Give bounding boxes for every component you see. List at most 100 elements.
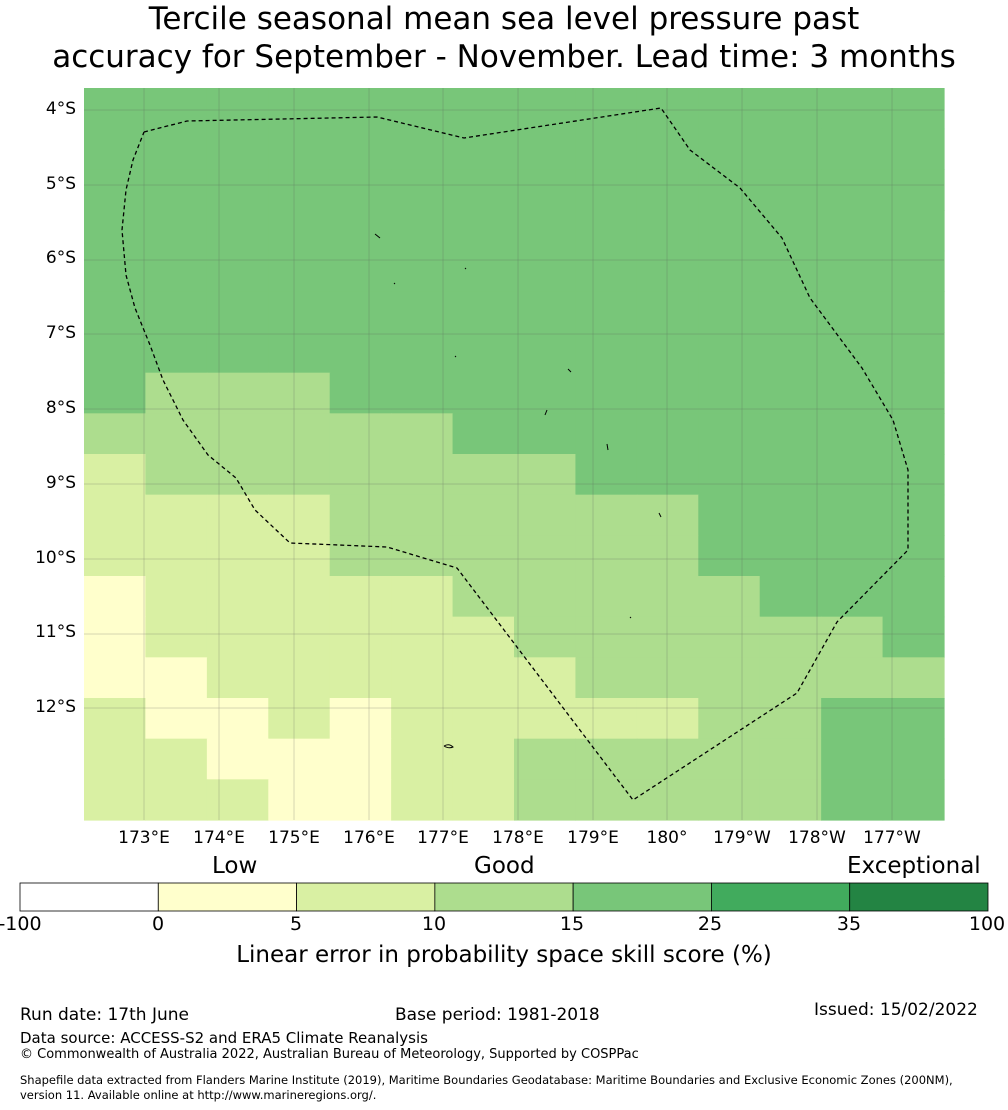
grid-cell (698, 779, 761, 821)
grid-cell (84, 372, 147, 414)
grid-cell (452, 657, 515, 699)
grid-cell (145, 332, 208, 374)
grid-cell (206, 698, 269, 740)
colorbar-label: Linear error in probability space skill … (236, 942, 772, 968)
grid-cell (84, 169, 147, 211)
island (658, 512, 662, 518)
grid-cell (759, 372, 822, 414)
grid-cell (575, 291, 638, 333)
grid-cell (759, 291, 822, 333)
grid-cell (575, 88, 638, 130)
grid-cell (698, 128, 761, 170)
grid-cell (821, 738, 884, 780)
grid-cell (882, 576, 945, 618)
grid-cell (145, 88, 208, 130)
grid-cell (391, 88, 454, 130)
grid-cell (759, 128, 822, 170)
grid-cell (329, 210, 392, 252)
grid-cell (145, 738, 208, 780)
grid-cell (821, 413, 884, 455)
copyright: © Commonwealth of Australia 2022, Austra… (20, 1047, 639, 1062)
grid-cell (575, 332, 638, 374)
lon-label: 176°E (343, 828, 395, 848)
grid-cell (514, 372, 577, 414)
grid-cell (206, 779, 269, 821)
grid-cell (84, 779, 147, 821)
grid-cell (84, 210, 147, 252)
grid-cell (452, 494, 515, 536)
grid-cell (636, 372, 699, 414)
colorbar-segment (434, 882, 574, 912)
grid-cell (145, 250, 208, 292)
grid-cell (206, 657, 269, 699)
grid-cell (84, 128, 147, 170)
grid-cell (636, 779, 699, 821)
colorbar-segment (19, 882, 159, 912)
grid-cell (391, 535, 454, 577)
grid-cell (84, 494, 147, 536)
island (374, 233, 381, 239)
grid-cell (206, 169, 269, 211)
lon-label: 177°E (417, 828, 469, 848)
grid-cell (145, 576, 208, 618)
grid-cell (145, 413, 208, 455)
colorbar-tick: 10 (421, 913, 447, 935)
grid-cell (84, 250, 147, 292)
data-source: Data source: ACCESS-S2 and ERA5 Climate … (20, 1029, 428, 1047)
grid-cell (882, 88, 945, 130)
grid-cell (268, 698, 331, 740)
grid-cell (268, 779, 331, 821)
grid-cell (84, 535, 147, 577)
issued-date: Issued: 15/02/2022 (814, 1000, 978, 1020)
grid-cell (514, 88, 577, 130)
grid-cell (84, 88, 147, 130)
grid-cell (206, 291, 269, 333)
grid-cell (145, 169, 208, 211)
grid-cell (329, 779, 392, 821)
grid-cell (84, 657, 147, 699)
grid-cell (821, 332, 884, 374)
grid-cell (698, 738, 761, 780)
category-exceptional: Exceptional (847, 853, 981, 879)
grid-cell (636, 738, 699, 780)
grid-cell (882, 169, 945, 211)
grid-cell (268, 576, 331, 618)
grid-cell (206, 128, 269, 170)
grid-cell (268, 291, 331, 333)
lon-label: 178°W (788, 828, 846, 848)
grid-cell (268, 332, 331, 374)
grid-cell (575, 413, 638, 455)
grid-cell (821, 372, 884, 414)
grid-cell (759, 698, 822, 740)
grid-cell (268, 372, 331, 414)
colorbar-tick: 15 (559, 913, 585, 935)
grid-cell (698, 332, 761, 374)
grid-cell (882, 210, 945, 252)
grid-cell (452, 210, 515, 252)
island (606, 443, 609, 451)
grid-cell (821, 454, 884, 496)
grid-cell (821, 210, 884, 252)
grid-cell (329, 128, 392, 170)
grid-cell (882, 250, 945, 292)
grid-cell (268, 169, 331, 211)
grid-cell (145, 616, 208, 658)
island (443, 744, 454, 749)
grid-cell (329, 494, 392, 536)
colorbar-tick: -100 (0, 913, 42, 935)
grid-cell (329, 576, 392, 618)
grid-cell (698, 494, 761, 536)
grid-cell (268, 210, 331, 252)
grid-cell (575, 372, 638, 414)
colorbar (19, 882, 989, 912)
grid-cell (391, 250, 454, 292)
grid-cell (698, 413, 761, 455)
grid-cell (575, 454, 638, 496)
colorbar-segment (157, 882, 297, 912)
grid-cell (575, 494, 638, 536)
grid-cell (882, 698, 945, 740)
lat-label: 4°S (45, 99, 76, 119)
lat-label: 11°S (35, 622, 76, 642)
grid-cell (391, 657, 454, 699)
